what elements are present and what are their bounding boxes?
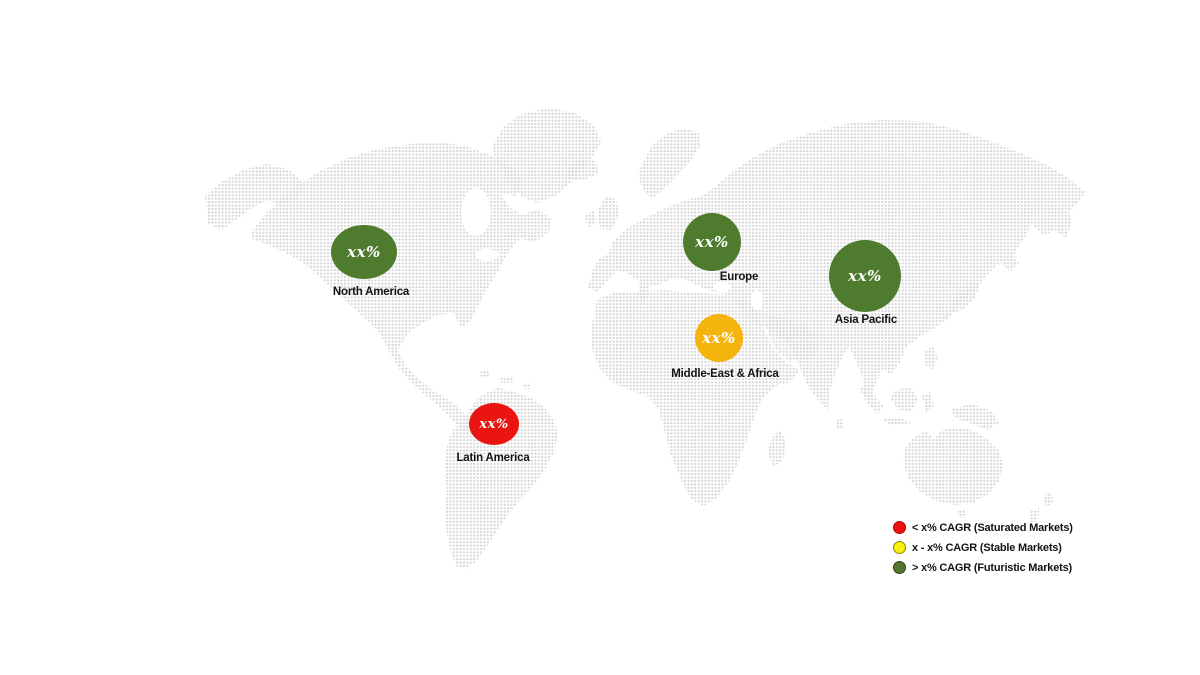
landmass-new-guinea	[951, 404, 999, 430]
legend-item-saturated: < x% CAGR (Saturated Markets)	[893, 521, 1073, 534]
caspian-sea	[751, 290, 763, 310]
region-label-europe: Europe	[719, 271, 759, 283]
hudson-bay	[461, 188, 491, 236]
landmass-iceland	[566, 159, 598, 181]
great-lakes	[475, 249, 499, 261]
legend-label-futuristic: > x% CAGR (Futuristic Markets)	[912, 561, 1072, 574]
bubble-asia-pacific[interactable]: xx%	[829, 240, 901, 312]
legend-dot-yellow-icon	[893, 541, 906, 554]
black-sea	[713, 282, 731, 292]
landmass-new-zealand	[1029, 491, 1053, 523]
landmass-africa	[591, 290, 800, 506]
bubble-europe[interactable]: xx%	[683, 213, 741, 271]
landmass-sri-lanka	[835, 419, 843, 429]
legend-label-stable: x - x% CAGR (Stable Markets)	[912, 541, 1062, 554]
legend-label-saturated: < x% CAGR (Saturated Markets)	[912, 521, 1073, 534]
landmass-philippines	[924, 346, 938, 371]
region-label-latin-america: Latin America	[456, 452, 530, 464]
bubble-value-latin-america: xx%	[479, 416, 509, 432]
landmasses	[205, 108, 1086, 569]
landmass-scandinavia	[638, 128, 700, 199]
landmass-ireland	[585, 210, 597, 228]
bubble-value-north-america: xx%	[347, 243, 381, 261]
legend-dot-red-icon	[893, 521, 906, 534]
landmass-greenland	[492, 108, 601, 203]
legend-item-futuristic: > x% CAGR (Futuristic Markets)	[893, 561, 1073, 574]
landmass-tasmania	[957, 509, 966, 518]
landmass-alaska	[205, 164, 303, 230]
water-bodies	[461, 188, 763, 310]
cagr-legend: < x% CAGR (Saturated Markets) x - x% CAG…	[893, 521, 1073, 574]
bubble-value-asia-pacific: xx%	[848, 267, 882, 285]
bubble-value-europe: xx%	[695, 233, 729, 251]
region-label-north-america: North America	[332, 286, 410, 298]
legend-item-stable: x - x% CAGR (Stable Markets)	[893, 541, 1073, 554]
landmass-caribbean	[480, 370, 531, 389]
landmass-indonesia	[860, 384, 934, 425]
landmass-madagascar	[768, 430, 786, 467]
bubble-middle-east-africa[interactable]: xx%	[695, 314, 743, 362]
landmass-britain	[598, 196, 619, 230]
region-label-middle-east-africa: Middle-East & Africa	[671, 368, 779, 380]
legend-dot-green-icon	[893, 561, 906, 574]
landmass-japan	[943, 281, 980, 321]
bubble-north-america[interactable]: xx%	[331, 225, 397, 279]
landmass-arabia	[768, 316, 820, 362]
region-label-asia-pacific: Asia Pacific	[834, 314, 898, 326]
bubble-value-middle-east-africa: xx%	[702, 329, 736, 347]
bubble-latin-america[interactable]: xx%	[469, 403, 519, 445]
landmass-australia	[903, 427, 1003, 505]
